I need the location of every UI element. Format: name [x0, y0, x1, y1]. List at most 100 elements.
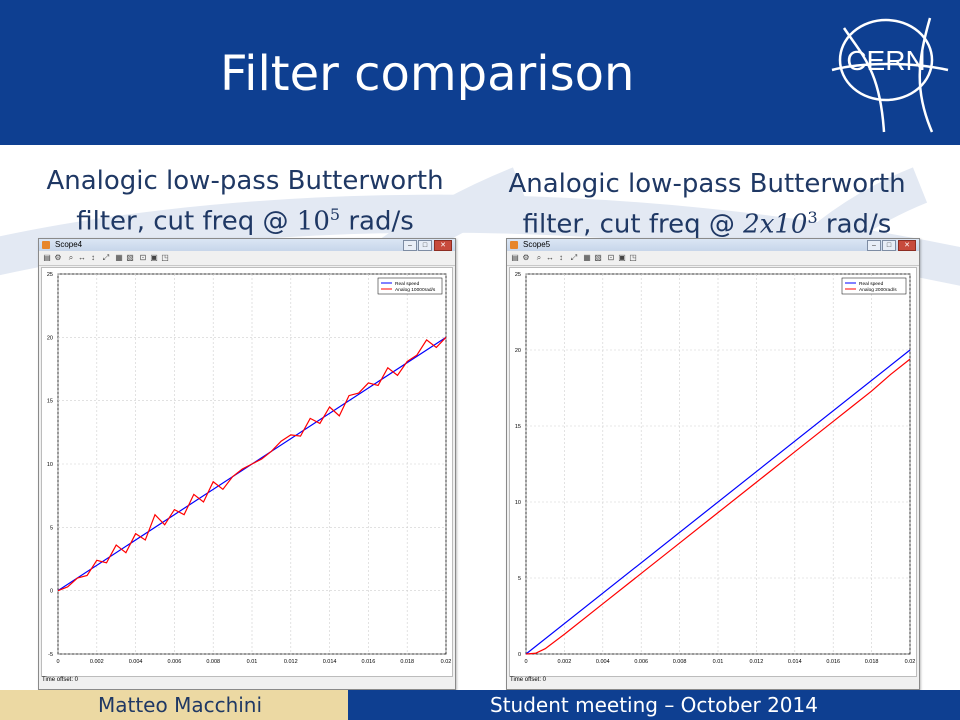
restore-axes-icon[interactable]: ▧ — [126, 253, 134, 262]
x-tick-label: 0.014 — [323, 659, 337, 665]
y-tick-label: 25 — [515, 272, 521, 278]
x-tick-label: 0.004 — [129, 659, 143, 665]
y-tick-label: 20 — [47, 335, 53, 341]
print-icon[interactable]: ▤ — [511, 253, 519, 262]
right-subtitle-math-base: 2x10 — [743, 209, 808, 240]
y-tick-label: 15 — [515, 424, 521, 430]
autoscale-icon[interactable]: ⤢ — [570, 253, 578, 262]
y-tick-label: 0 — [50, 589, 53, 595]
footer-right-band — [348, 690, 960, 720]
scope-plot-area: 0 0.002 0.004 0.006 0.008 0.01 0.012 0.014 0.016… — [509, 267, 917, 677]
zoom-icon[interactable]: ⌕ — [68, 253, 74, 262]
x-tick-label: 0.016 — [826, 659, 840, 665]
y-tick-label: 10 — [47, 462, 53, 468]
window-title: Scope5 — [523, 240, 551, 249]
lock-icon[interactable]: ▣ — [618, 253, 626, 262]
scope-chart-right: 0 0.002 0.004 0.006 0.008 0.01 0.012 0.014 0.016… — [515, 272, 916, 665]
left-subtitle-line2: filter, cut freq @ 105 rad/s — [30, 198, 460, 239]
left-subtitle-math-exp: 5 — [329, 205, 341, 224]
left-subtitle-pre: filter, cut freq @ — [76, 206, 297, 237]
right-subtitle-math-exp: 3 — [807, 208, 818, 227]
zoom-y-icon[interactable]: ↕ — [91, 253, 95, 262]
legend-entry: Real speed — [859, 281, 884, 287]
x-tick-label: 0.004 — [596, 659, 610, 665]
signal-select-icon[interactable]: ◳ — [629, 253, 637, 262]
right-subtitle-pre: filter, cut freq @ — [522, 209, 744, 240]
minimize-button[interactable]: – — [403, 240, 417, 251]
time-offset-label: Time offset: 0 — [510, 677, 547, 683]
autoscale-icon[interactable]: ⤢ — [102, 253, 110, 262]
window-title: Scope4 — [55, 240, 83, 249]
right-subtitle-post: rad/s — [817, 209, 892, 240]
x-tick-label: 0 — [524, 659, 527, 665]
series-line-analog-filter — [57, 336, 447, 592]
right-subtitle-line2: filter, cut freq @ 2x103 rad/s — [492, 201, 922, 242]
y-tick-label: -5 — [48, 652, 53, 658]
restore-axes-icon[interactable]: ▧ — [594, 253, 602, 262]
logo-text: CERN — [846, 45, 925, 76]
maximize-button[interactable]: □ — [418, 240, 432, 251]
minimize-button[interactable]: – — [867, 240, 881, 251]
cern-logo: CERN — [831, 17, 949, 133]
y-tick-label: 20 — [515, 348, 521, 354]
scope-window-left[interactable]: Scope4 – □ ✕ ▤ ⚙ ⌕ ↔ ↕ ⤢ ▦ ▧ ⊡ ▣ ◳ 0 0.00… — [38, 238, 456, 690]
maximize-button[interactable]: □ — [882, 240, 896, 251]
zoom-x-icon[interactable]: ↔ — [78, 253, 86, 262]
scope-plot-area: 0 0.002 0.004 0.006 0.008 0.01 0.012 0.014 0.016… — [41, 267, 453, 677]
legend-entry: Analog 2000rad/s — [859, 287, 897, 293]
close-button[interactable]: ✕ — [898, 240, 916, 251]
zoom-y-icon[interactable]: ↕ — [559, 253, 563, 262]
left-subtitle-post: rad/s — [340, 206, 414, 237]
x-tick-label: 0.01 — [713, 659, 724, 665]
x-tick-label: 0.018 — [400, 659, 414, 665]
scope-toolbar: ▤ ⚙ ⌕ ↔ ↕ ⤢ ▦ ▧ ⊡ ▣ ◳ — [39, 252, 455, 266]
print-icon[interactable]: ▤ — [43, 253, 51, 262]
y-tick-label: 0 — [518, 652, 521, 658]
x-tick-label: 0.01 — [247, 659, 258, 665]
x-tick-label: 0.012 — [284, 659, 298, 665]
legend-entry: Analog 10000rad/s — [395, 287, 436, 293]
y-tick-label: 10 — [515, 500, 521, 506]
series-line-analog-filter — [525, 358, 911, 655]
x-tick-label: 0.014 — [788, 659, 802, 665]
signal-select-icon[interactable]: ◳ — [161, 253, 169, 262]
params-icon[interactable]: ⚙ — [54, 253, 62, 262]
legend-box — [841, 277, 907, 295]
x-tick-label: 0.006 — [168, 659, 182, 665]
y-tick-label: 25 — [47, 272, 53, 278]
right-subtitle: Analogic low-pass Butterworth filter, cu… — [492, 167, 922, 242]
footer-left-band — [0, 690, 348, 720]
x-tick-label: 0.018 — [865, 659, 879, 665]
scope-window-right[interactable]: Scope5 – □ ✕ ▤ ⚙ ⌕ ↔ ↕ ⤢ ▦ ▧ ⊡ ▣ ◳ 0 0.00… — [506, 238, 920, 690]
save-axes-icon[interactable]: ▦ — [115, 253, 123, 262]
window-titlebar[interactable]: Scope5 – □ ✕ — [507, 239, 919, 251]
slide-title: Filter comparison — [220, 46, 635, 102]
left-subtitle-line1: Analogic low-pass Butterworth — [46, 166, 444, 196]
right-subtitle-line1: Analogic low-pass Butterworth — [508, 169, 906, 199]
y-tick-label: 15 — [47, 399, 53, 405]
close-button[interactable]: ✕ — [434, 240, 452, 251]
presenter-name: Matteo Macchini — [97, 693, 263, 717]
scope-toolbar: ▤ ⚙ ⌕ ↔ ↕ ⤢ ▦ ▧ ⊡ ▣ ◳ — [507, 252, 919, 266]
x-tick-label: 0 — [56, 659, 59, 665]
header-bar — [0, 0, 960, 145]
event-name: Student meeting – October 2014 — [490, 693, 818, 717]
x-tick-label: 0.02 — [905, 659, 916, 665]
window-titlebar[interactable]: Scope4 – □ ✕ — [39, 239, 455, 251]
x-tick-label: 0.002 — [558, 659, 572, 665]
y-tick-label: 5 — [518, 576, 521, 582]
params-icon[interactable]: ⚙ — [522, 253, 530, 262]
float-icon[interactable]: ⊡ — [139, 253, 147, 262]
lock-icon[interactable]: ▣ — [150, 253, 158, 262]
legend-box — [377, 277, 443, 295]
save-axes-icon[interactable]: ▦ — [583, 253, 591, 262]
x-tick-label: 0.02 — [441, 659, 452, 665]
series-line-real-speed — [525, 349, 911, 655]
x-tick-label: 0.016 — [362, 659, 376, 665]
x-tick-label: 0.008 — [673, 659, 687, 665]
time-offset-label: Time offset: 0 — [42, 677, 79, 683]
zoom-x-icon[interactable]: ↔ — [546, 253, 554, 262]
x-tick-label: 0.012 — [750, 659, 764, 665]
float-icon[interactable]: ⊡ — [607, 253, 615, 262]
zoom-icon[interactable]: ⌕ — [536, 253, 542, 262]
